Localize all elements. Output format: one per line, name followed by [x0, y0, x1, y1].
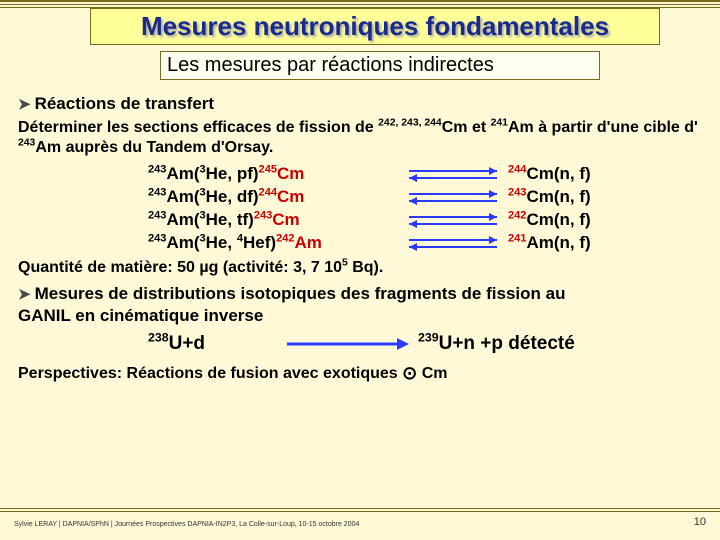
- reaction-right: 244Cm(n, f): [508, 164, 591, 184]
- cible-isotope: 243: [18, 138, 35, 149]
- perspectives: Perspectives: Réactions de fusion avec e…: [18, 363, 702, 384]
- sup: 241: [508, 232, 526, 244]
- rule-bottom: [0, 508, 720, 512]
- txt: Cm(n, f): [526, 187, 590, 206]
- section-isotopic: ➤Mesures de distributions isotopiques de…: [18, 283, 582, 327]
- txt: He, pf): [206, 164, 259, 183]
- txt: Am: [295, 233, 322, 252]
- cm-isotopes: 242, 243, 244: [378, 118, 442, 129]
- txt: Cm(n, f): [526, 210, 590, 229]
- content: ➤Réactions de transfert Déterminer les s…: [0, 86, 720, 384]
- reaction-left: 243Am(3He, df)244Cm: [148, 187, 398, 207]
- qty-pre: Quantité de matière: 50 µg (activité: 3,…: [18, 259, 342, 276]
- am-isotope: 241: [491, 118, 508, 129]
- reaction-right: 241Am(n, f): [508, 233, 591, 253]
- txt: Cm: [272, 210, 299, 229]
- intro-mid: Cm et: [442, 119, 491, 136]
- double-arrow-icon: [398, 166, 508, 182]
- txt: Am(: [166, 164, 199, 183]
- txt: Cm: [277, 164, 304, 183]
- txt: Am(n, f): [526, 233, 590, 252]
- sup: 244: [259, 186, 277, 198]
- odot-icon: ⊙: [402, 363, 417, 383]
- txt: U+n +p détecté: [439, 333, 575, 354]
- sup: 243: [148, 232, 166, 244]
- reaction-row: 243Am(3He, tf)243Cm 242Cm(n, f): [148, 210, 672, 230]
- persp-post: Cm: [417, 365, 447, 382]
- section1-label: Réactions de transfert: [35, 94, 215, 113]
- sup: 242: [508, 209, 526, 221]
- double-arrow-icon: [398, 235, 508, 251]
- title: Mesures neutroniques fondamentales: [99, 11, 651, 42]
- page-number: 10: [694, 516, 706, 528]
- qty-post: Bq).: [348, 259, 384, 276]
- title-box: Mesures neutroniques fondamentales: [90, 8, 660, 45]
- intro-pre: Déterminer les sections efficaces de fis…: [18, 119, 378, 136]
- txt: He, tf): [206, 210, 254, 229]
- txt: Cm(n, f): [526, 164, 590, 183]
- reaction-left: 243Am(3He, tf)243Cm: [148, 210, 398, 230]
- lhs: 238U+d: [148, 333, 278, 355]
- sup: 243: [148, 209, 166, 221]
- sup: 244: [508, 163, 526, 175]
- sup: 245: [259, 163, 277, 175]
- rule-top: [0, 4, 720, 8]
- txt: Cm: [277, 187, 304, 206]
- section2-label: Mesures de distributions isotopiques des…: [18, 284, 565, 325]
- double-arrow-icon: [398, 212, 508, 228]
- sup: 243: [148, 163, 166, 175]
- reaction-left: 243Am(3He, pf)245Cm: [148, 164, 398, 184]
- sup: 243: [508, 186, 526, 198]
- reaction-block: 243Am(3He, pf)245Cm 244Cm(n, f): [148, 164, 672, 253]
- slide: Mesures neutroniques fondamentales Les m…: [0, 0, 720, 540]
- right-arrow-icon: [278, 337, 418, 351]
- reaction-row: 243Am(3He, 4Hef)242Am 241Am(n, f): [148, 233, 672, 253]
- reaction-left: 243Am(3He, 4Hef)242Am: [148, 233, 398, 253]
- double-arrow-icon: [398, 189, 508, 205]
- txt: U+d: [169, 333, 205, 354]
- reaction-row-big: 238U+d 239U+n +p détecté: [148, 333, 672, 355]
- txt: Am(: [166, 187, 199, 206]
- quantity-line: Quantité de matière: 50 µg (activité: 3,…: [18, 259, 702, 277]
- txt: Am(: [166, 233, 199, 252]
- sup: 243: [148, 186, 166, 198]
- reaction-right: 242Cm(n, f): [508, 210, 591, 230]
- intro-paragraph: Déterminer les sections efficaces de fis…: [18, 118, 702, 158]
- section-transfer: ➤Réactions de transfert: [18, 94, 702, 114]
- intro-tail: Am auprès du Tandem d'Orsay.: [35, 139, 273, 156]
- footer-text: Sylvie LERAY | DAPNIA/SPhN | Journées Pr…: [14, 517, 694, 528]
- subtitle: Les mesures par réactions indirectes: [167, 54, 494, 76]
- subtitle-box: Les mesures par réactions indirectes: [160, 51, 600, 80]
- sup: 242: [276, 232, 294, 244]
- rhs: 239U+n +p détecté: [418, 333, 575, 355]
- bullet-icon: ➤: [18, 96, 31, 113]
- bullet-icon: ➤: [18, 286, 31, 303]
- txt: Hef): [243, 233, 276, 252]
- reaction-row: 243Am(3He, df)244Cm 243Cm(n, f): [148, 187, 672, 207]
- sup: 243: [254, 209, 272, 221]
- sup: 238: [148, 331, 169, 345]
- txt: Am(: [166, 210, 199, 229]
- intro-post: Am à partir d'une cible d': [508, 119, 698, 136]
- persp-pre: Perspectives: Réactions de fusion avec e…: [18, 365, 402, 382]
- txt: He, df): [206, 187, 259, 206]
- sup: 239: [418, 331, 439, 345]
- txt: He,: [206, 233, 237, 252]
- reaction-right: 243Cm(n, f): [508, 187, 591, 207]
- reaction-row: 243Am(3He, pf)245Cm 244Cm(n, f): [148, 164, 672, 184]
- footer: Sylvie LERAY | DAPNIA/SPhN | Journées Pr…: [0, 516, 720, 528]
